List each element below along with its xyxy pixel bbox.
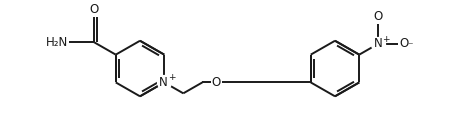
Text: O: O	[212, 76, 221, 89]
Text: ⁻: ⁻	[407, 42, 413, 52]
Text: N: N	[374, 37, 383, 50]
Text: +: +	[382, 35, 390, 44]
Text: O: O	[399, 37, 409, 50]
Text: O: O	[374, 10, 383, 23]
Text: H₂N: H₂N	[46, 36, 68, 49]
Text: +: +	[168, 73, 176, 82]
Text: N: N	[159, 76, 167, 89]
Text: O: O	[89, 3, 99, 16]
